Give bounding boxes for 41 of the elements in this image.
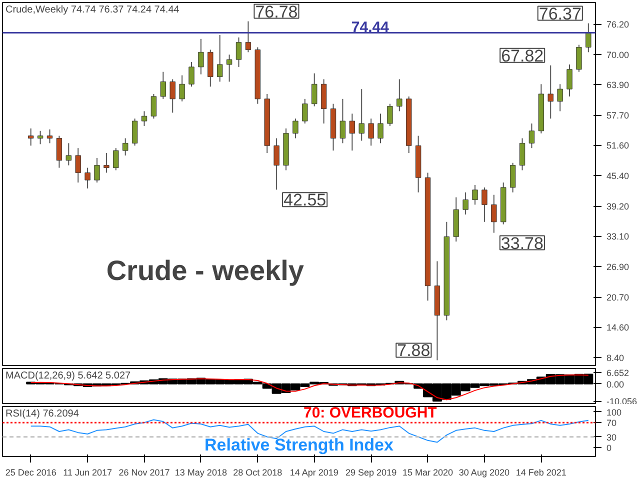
y-tick-label: 26.90	[606, 262, 630, 272]
annotation: RSI(14) 76.2094	[6, 408, 80, 420]
annotation: MACD(12,26,9) 5.642 5.027	[6, 370, 132, 382]
annotation: 76.37	[538, 4, 582, 24]
y-tick-label: 8.40	[606, 353, 624, 364]
x-tick-label: 26 Nov 2017	[118, 468, 170, 478]
ref-line-label: 70: OVERBOUGHT	[303, 404, 437, 422]
annotation: Crude,Weekly 74.74 76.37 74.24 74.44	[6, 4, 180, 16]
y-tick-label: 30	[606, 432, 617, 442]
y-tick-label: 39.20	[606, 202, 630, 212]
ref-line-label: 74.44	[351, 18, 390, 36]
x-tick-label: 14 Feb 2021	[516, 468, 566, 478]
annotation: Relative Strength Index	[204, 436, 394, 454]
y-tick-label: 33.10	[606, 232, 630, 242]
annotation: 7.88	[397, 341, 430, 360]
text: Crude - weekly	[106, 254, 304, 286]
annotation: 67.82	[501, 46, 544, 66]
y-tick-label: 100	[606, 407, 622, 418]
y-tick-label: 20.70	[606, 292, 630, 303]
x-tick-label: 13 May 2018	[174, 468, 227, 478]
annotation: 42.55	[284, 190, 326, 210]
annotation: 76.78	[255, 2, 298, 22]
y-tick-label: 76.20	[606, 20, 630, 30]
y-tick-label: 0.00	[606, 379, 624, 390]
y-tick-label: 63.90	[606, 80, 630, 90]
x-tick-label: 29 Sep 2019	[346, 468, 397, 478]
x-tick-label: 30 Aug 2020	[458, 468, 510, 478]
annotation: 33.78	[500, 234, 544, 253]
y-tick-label: 57.70	[606, 110, 630, 121]
y-tick-label: 70	[606, 418, 617, 428]
y-tick-label: 51.60	[606, 140, 630, 151]
x-tick-label: 25 Dec 2016	[5, 468, 56, 478]
y-tick-label: 0	[606, 443, 612, 454]
y-tick-label: 45.40	[606, 171, 630, 182]
y-tick-label: 6.652	[606, 368, 630, 378]
x-tick-label: 28 Oct 2018	[233, 468, 282, 478]
x-tick-label: 14 Apr 2019	[290, 468, 338, 478]
x-tick-label: 15 Mar 2020	[402, 468, 454, 478]
y-tick-label: 14.60	[606, 322, 630, 333]
x-tick-label: 11 Jun 2017	[63, 468, 112, 478]
y-tick-label: 70.00	[606, 50, 630, 60]
